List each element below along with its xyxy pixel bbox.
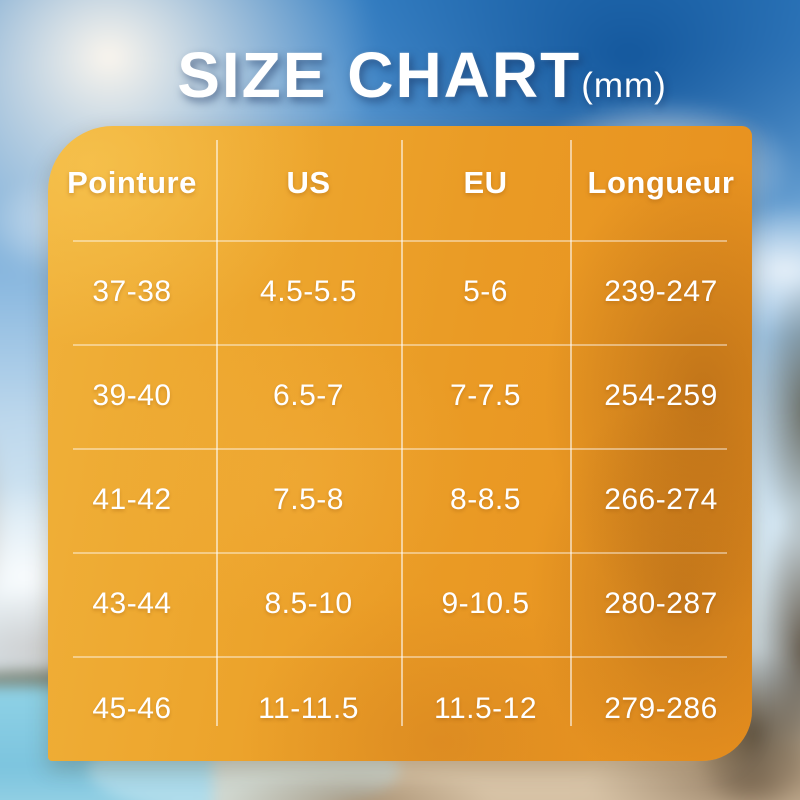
- table-cell: 5-6: [463, 275, 508, 308]
- table-cell: 4.5-5.5: [260, 275, 357, 308]
- table-cell: 239-247: [604, 275, 718, 308]
- header-cell: Pointure: [67, 165, 197, 200]
- column-divider: [401, 140, 403, 726]
- row-divider: [73, 344, 727, 346]
- table-cell: 279-286: [604, 691, 718, 725]
- table-cell: 37-38: [92, 275, 172, 308]
- title-text: SIZE CHART: [177, 39, 582, 111]
- row-divider: [73, 448, 727, 450]
- table-cell: 266-274: [604, 483, 718, 516]
- palm-trunk: [0, 400, 11, 629]
- table-cell: 8-8.5: [450, 483, 521, 516]
- table-cell: 254-259: [604, 379, 718, 412]
- header-cell: Longueur: [587, 165, 735, 200]
- table-cell: 6.5-7: [273, 379, 344, 412]
- row-divider: [73, 552, 727, 554]
- table-cell: 7.5-8: [273, 483, 344, 516]
- column-divider: [570, 140, 572, 726]
- sand-shadow: [223, 769, 494, 800]
- table-cell: 280-287: [604, 587, 718, 620]
- table-cell: 45-46: [92, 691, 172, 725]
- table-cell: 11.5-12: [433, 691, 538, 725]
- table-cell: 43-44: [92, 587, 172, 620]
- table-cell: 39-40: [92, 379, 172, 412]
- header-cell: EU: [463, 165, 508, 200]
- table-cell: 41-42: [92, 483, 172, 516]
- size-chart-table: Pointure US EU Longueur 37-38 4.5-5.5 5-6 239-2…: [48, 126, 752, 761]
- row-divider: [73, 656, 727, 658]
- table-cell: 7-7.5: [450, 379, 521, 412]
- title-unit: (mm): [581, 66, 667, 105]
- table-cell: 9-10.5: [441, 587, 530, 620]
- table-cell: 11-11.5: [258, 691, 359, 725]
- row-divider: [73, 240, 727, 242]
- page-title: SIZE CHART (mm): [22, 38, 800, 112]
- palm-silhouette: [753, 275, 800, 546]
- column-divider: [216, 140, 218, 726]
- table-grid: Pointure US EU Longueur 37-38 4.5-5.5 5-6 239-2…: [48, 126, 752, 761]
- table-cell: 8.5-10: [264, 587, 353, 620]
- header-cell: US: [286, 165, 331, 200]
